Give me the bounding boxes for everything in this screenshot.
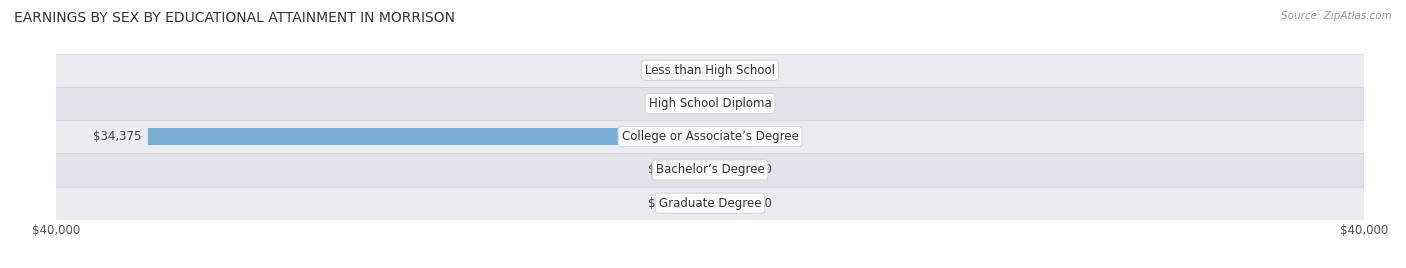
Text: $0: $0 — [758, 197, 772, 210]
Text: Bachelor’s Degree: Bachelor’s Degree — [655, 163, 765, 176]
Text: $0: $0 — [758, 130, 772, 143]
Text: Graduate Degree: Graduate Degree — [659, 197, 761, 210]
Text: $0: $0 — [648, 163, 662, 176]
Bar — [710, 95, 751, 112]
Bar — [669, 95, 710, 112]
Bar — [710, 62, 751, 79]
Bar — [669, 195, 710, 211]
Bar — [710, 195, 751, 211]
Text: $0: $0 — [758, 163, 772, 176]
Bar — [710, 128, 751, 145]
Text: $34,375: $34,375 — [93, 130, 142, 143]
Bar — [669, 162, 710, 178]
Text: $0: $0 — [758, 64, 772, 77]
Bar — [710, 162, 751, 178]
Text: $0: $0 — [758, 97, 772, 110]
Text: Less than High School: Less than High School — [645, 64, 775, 77]
Text: $0: $0 — [648, 97, 662, 110]
Text: College or Associate’s Degree: College or Associate’s Degree — [621, 130, 799, 143]
Text: Source: ZipAtlas.com: Source: ZipAtlas.com — [1281, 11, 1392, 21]
Text: High School Diploma: High School Diploma — [648, 97, 772, 110]
Bar — [56, 153, 1364, 187]
Bar — [56, 187, 1364, 220]
Bar — [669, 62, 710, 79]
Bar — [56, 87, 1364, 120]
Text: $0: $0 — [648, 197, 662, 210]
Bar — [148, 128, 710, 145]
Bar — [56, 54, 1364, 87]
Text: EARNINGS BY SEX BY EDUCATIONAL ATTAINMENT IN MORRISON: EARNINGS BY SEX BY EDUCATIONAL ATTAINMEN… — [14, 11, 456, 25]
Text: $0: $0 — [648, 64, 662, 77]
Bar — [56, 120, 1364, 153]
